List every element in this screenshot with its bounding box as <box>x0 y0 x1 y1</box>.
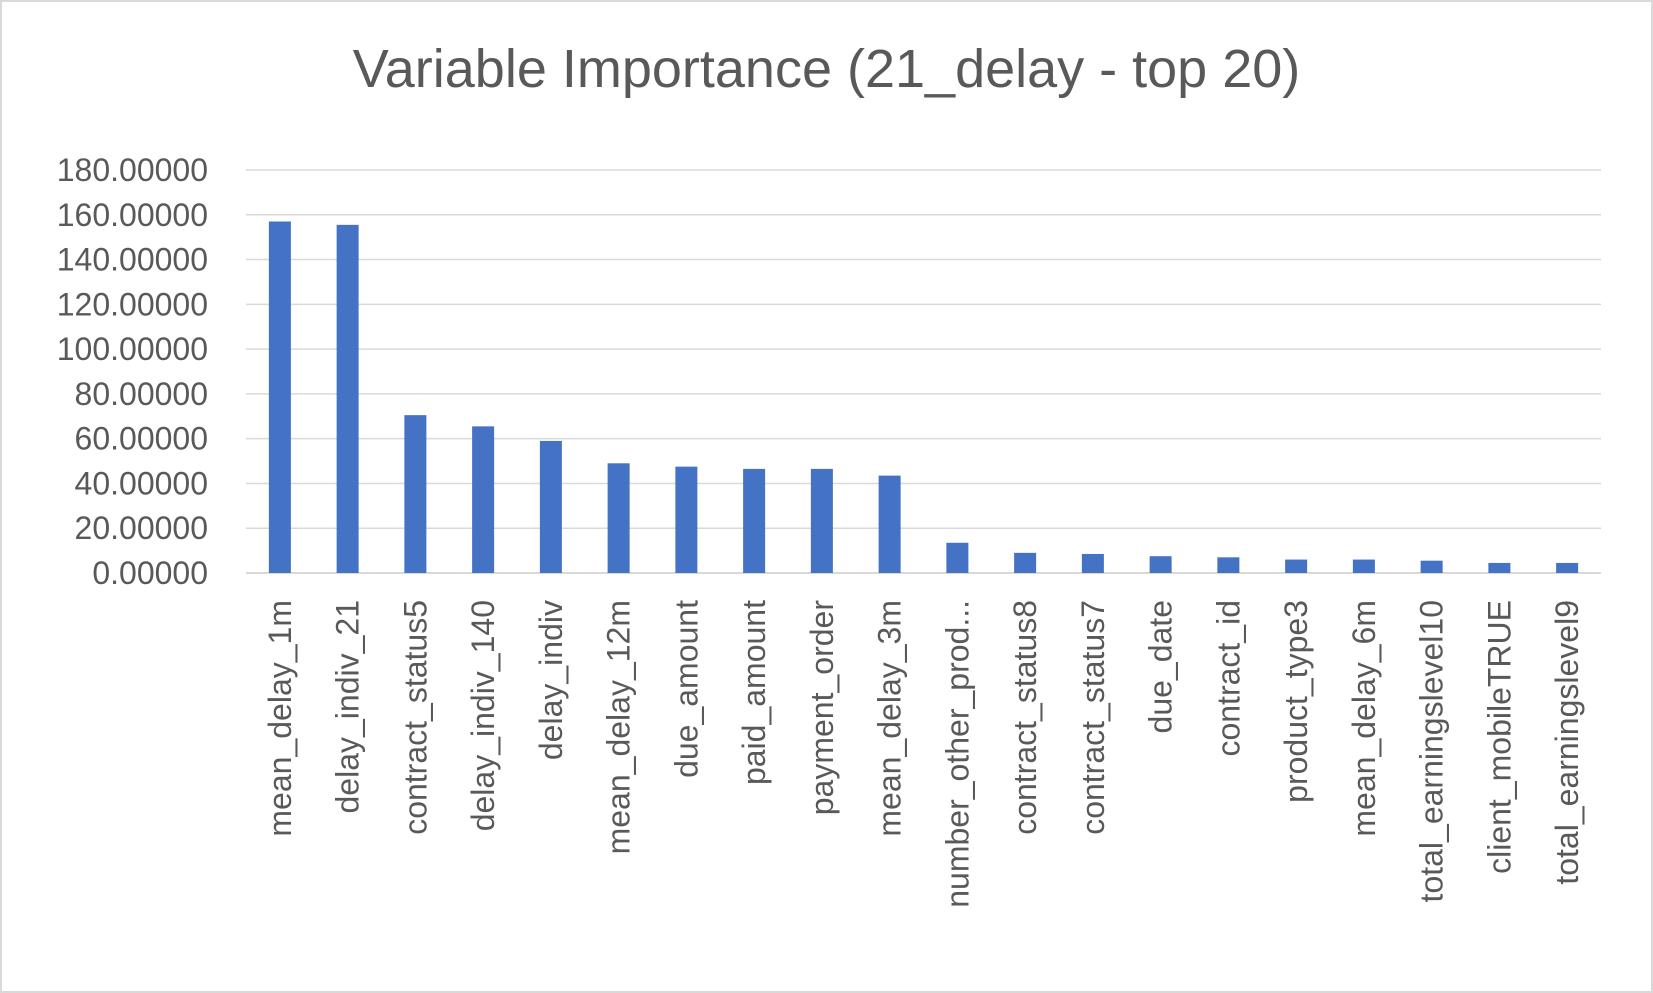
y-tick-label: 140.00000 <box>57 242 208 278</box>
x-category-label: due_date <box>1143 600 1179 733</box>
y-tick-label: 40.00000 <box>75 465 208 501</box>
x-category-label: contract_id <box>1210 600 1246 757</box>
y-tick-label: 120.00000 <box>57 286 208 322</box>
bar <box>607 463 630 573</box>
y-axis-tick-labels: 0.00000 20.00000 40.00000 60.00000 80.00000 1… <box>57 152 208 591</box>
bar <box>404 415 427 573</box>
x-category-label: contract_status8 <box>1007 600 1043 835</box>
x-category-label: delay_indiv_140 <box>465 600 501 831</box>
bar <box>1285 559 1308 573</box>
x-category-label: due_amount <box>668 600 704 778</box>
bar <box>539 440 562 573</box>
x-category-label: client_mobileTRUE <box>1481 600 1517 874</box>
bar <box>1420 560 1443 573</box>
gridlines <box>246 169 1601 574</box>
x-category-label: payment_order <box>804 600 840 816</box>
bar <box>946 542 969 573</box>
chart-title: Variable Importance (21_delay - top 20) <box>352 39 1301 99</box>
x-category-label: mean_delay_6m <box>1346 600 1382 837</box>
bars <box>268 221 1579 573</box>
bar <box>675 466 698 573</box>
bar <box>743 468 766 573</box>
x-category-label: delay_indiv <box>533 600 569 760</box>
bar <box>472 426 495 573</box>
x-category-label: product_type3 <box>1278 600 1314 803</box>
bar <box>1352 559 1375 573</box>
bar <box>1556 562 1579 573</box>
y-tick-label: 100.00000 <box>57 331 208 367</box>
x-category-label: mean_delay_12m <box>601 600 637 854</box>
x-category-label: mean_delay_1m <box>262 600 298 837</box>
y-tick-label: 80.00000 <box>75 376 208 412</box>
x-category-label: paid_amount <box>736 600 772 785</box>
x-category-label: number_other_prod... <box>939 600 975 908</box>
bar <box>336 224 359 573</box>
x-category-label: mean_delay_3m <box>872 600 908 837</box>
y-tick-label: 160.00000 <box>57 197 208 233</box>
y-tick-label: 0.00000 <box>92 555 208 591</box>
bar <box>268 221 291 573</box>
bar <box>1081 553 1104 573</box>
y-tick-label: 20.00000 <box>75 510 208 546</box>
x-category-label: contract_status5 <box>397 600 433 835</box>
bar <box>878 475 901 573</box>
x-category-label: total_earningslevel10 <box>1414 600 1450 902</box>
bar <box>1014 552 1037 573</box>
y-tick-label: 180.00000 <box>57 152 208 188</box>
x-category-label: contract_status7 <box>1075 600 1111 835</box>
x-category-label: delay_indiv_21 <box>330 600 366 814</box>
x-axis-category-labels: mean_delay_1m delay_indiv_21 contract_stat… <box>262 600 1585 908</box>
bar <box>810 468 833 573</box>
x-category-label: total_earningslevel9 <box>1549 600 1585 885</box>
y-tick-label: 60.00000 <box>75 421 208 457</box>
bar <box>1217 557 1240 573</box>
bar <box>1149 556 1172 573</box>
bar <box>1488 562 1511 573</box>
